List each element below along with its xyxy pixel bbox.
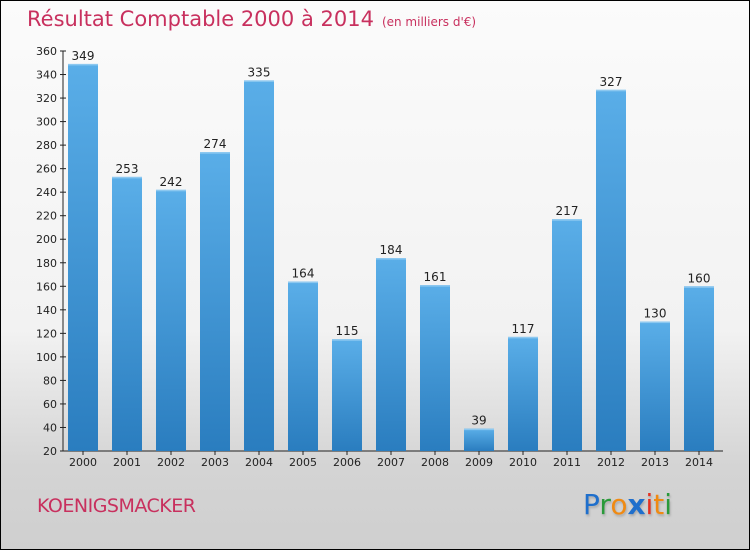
bar-2008 [420, 285, 450, 451]
bar-2001 [112, 176, 142, 451]
x-tick-label: 2003 [201, 456, 229, 469]
x-tick-label: 2005 [289, 456, 317, 469]
value-label: 184 [380, 243, 403, 257]
y-tick-label: 180 [36, 257, 57, 270]
bar-2013 [640, 321, 670, 451]
y-tick-label: 140 [36, 304, 57, 317]
bar-2000 [68, 63, 98, 452]
logo-letter: i [664, 488, 673, 521]
x-tick-label: 2001 [113, 456, 141, 469]
logo-letter: r [599, 488, 611, 521]
bar-highlight [200, 152, 230, 154]
value-label: 117 [512, 322, 535, 336]
bar-2010 [508, 336, 538, 451]
bar-2006 [332, 339, 362, 451]
value-label: 164 [292, 267, 315, 281]
y-tick-label: 240 [36, 186, 57, 199]
logo-letter: o [610, 488, 628, 521]
y-tick-label: 260 [36, 163, 57, 176]
y-tick-label: 120 [36, 327, 57, 340]
proxiti-logo: Proxiti [583, 488, 672, 521]
x-tick-label: 2009 [465, 456, 493, 469]
bar-2007 [376, 258, 406, 451]
y-tick-label: 220 [36, 210, 57, 223]
value-label: 327 [600, 75, 623, 89]
x-tick-label: 2000 [69, 456, 97, 469]
x-tick-label: 2002 [157, 456, 185, 469]
x-tick-label: 2013 [641, 456, 669, 469]
bar-highlight [596, 89, 626, 92]
bar-2002 [156, 189, 186, 451]
y-tick-label: 160 [36, 280, 57, 293]
bar-highlight [332, 339, 362, 341]
bar-2012 [596, 89, 626, 451]
bar-2003 [200, 152, 230, 452]
logo-letter: x [627, 488, 646, 521]
bar-highlight [112, 176, 142, 179]
value-label: 335 [248, 65, 271, 79]
bar-highlight [244, 80, 274, 82]
y-tick-label: 200 [36, 233, 57, 246]
y-tick-label: 280 [36, 139, 57, 152]
y-tick-label: 20 [43, 445, 57, 458]
value-label: 242 [160, 175, 183, 189]
x-tick-label: 2010 [509, 456, 537, 469]
logo-letter: t [653, 488, 665, 521]
chart-title: Résultat Comptable 2000 à 2014 (en millie… [27, 7, 476, 31]
x-tick-label: 2014 [685, 456, 713, 469]
value-label: 217 [556, 204, 579, 218]
y-tick-label: 100 [36, 351, 57, 364]
bar-highlight [684, 286, 714, 288]
bar-highlight [376, 258, 406, 260]
x-tick-label: 2008 [421, 456, 449, 469]
logo-letter: P [583, 488, 600, 521]
value-label: 349 [72, 49, 95, 63]
bar-2009 [464, 428, 494, 451]
y-tick-label: 300 [36, 116, 57, 129]
bar-highlight [508, 336, 538, 339]
value-label: 161 [424, 270, 447, 284]
bar-highlight [68, 63, 98, 66]
value-label: 130 [644, 307, 667, 321]
y-tick-label: 40 [43, 421, 57, 434]
x-tick-label: 2004 [245, 456, 273, 469]
value-label: 160 [688, 271, 711, 285]
value-label: 115 [336, 324, 359, 338]
bar-2014 [684, 286, 714, 451]
bar-highlight [464, 428, 494, 431]
x-tick-label: 2011 [553, 456, 581, 469]
bar-highlight [156, 189, 186, 192]
value-label: 39 [471, 414, 486, 428]
chart-subtitle: (en milliers d'€) [381, 15, 477, 29]
commune-name: KOENIGSMACKER [37, 495, 196, 517]
y-tick-label: 320 [36, 92, 57, 105]
bar-highlight [288, 281, 318, 284]
x-tick-label: 2006 [333, 456, 361, 469]
title-text: Résultat Comptable 2000 à 2014 [27, 7, 374, 31]
y-tick-label: 340 [36, 69, 57, 82]
bar-highlight [552, 219, 582, 221]
bar-highlight [420, 285, 450, 287]
x-tick-label: 2012 [597, 456, 625, 469]
bar-highlight [640, 321, 670, 324]
logo-letter: i [645, 488, 654, 521]
value-label: 274 [204, 137, 227, 151]
y-tick-label: 360 [36, 45, 57, 58]
y-tick-label: 60 [43, 398, 57, 411]
y-tick-label: 80 [43, 374, 57, 387]
bar-2004 [244, 80, 274, 451]
bar-2005 [288, 281, 318, 451]
x-tick-label: 2007 [377, 456, 405, 469]
value-label: 253 [116, 162, 139, 176]
bar-2011 [552, 219, 582, 451]
